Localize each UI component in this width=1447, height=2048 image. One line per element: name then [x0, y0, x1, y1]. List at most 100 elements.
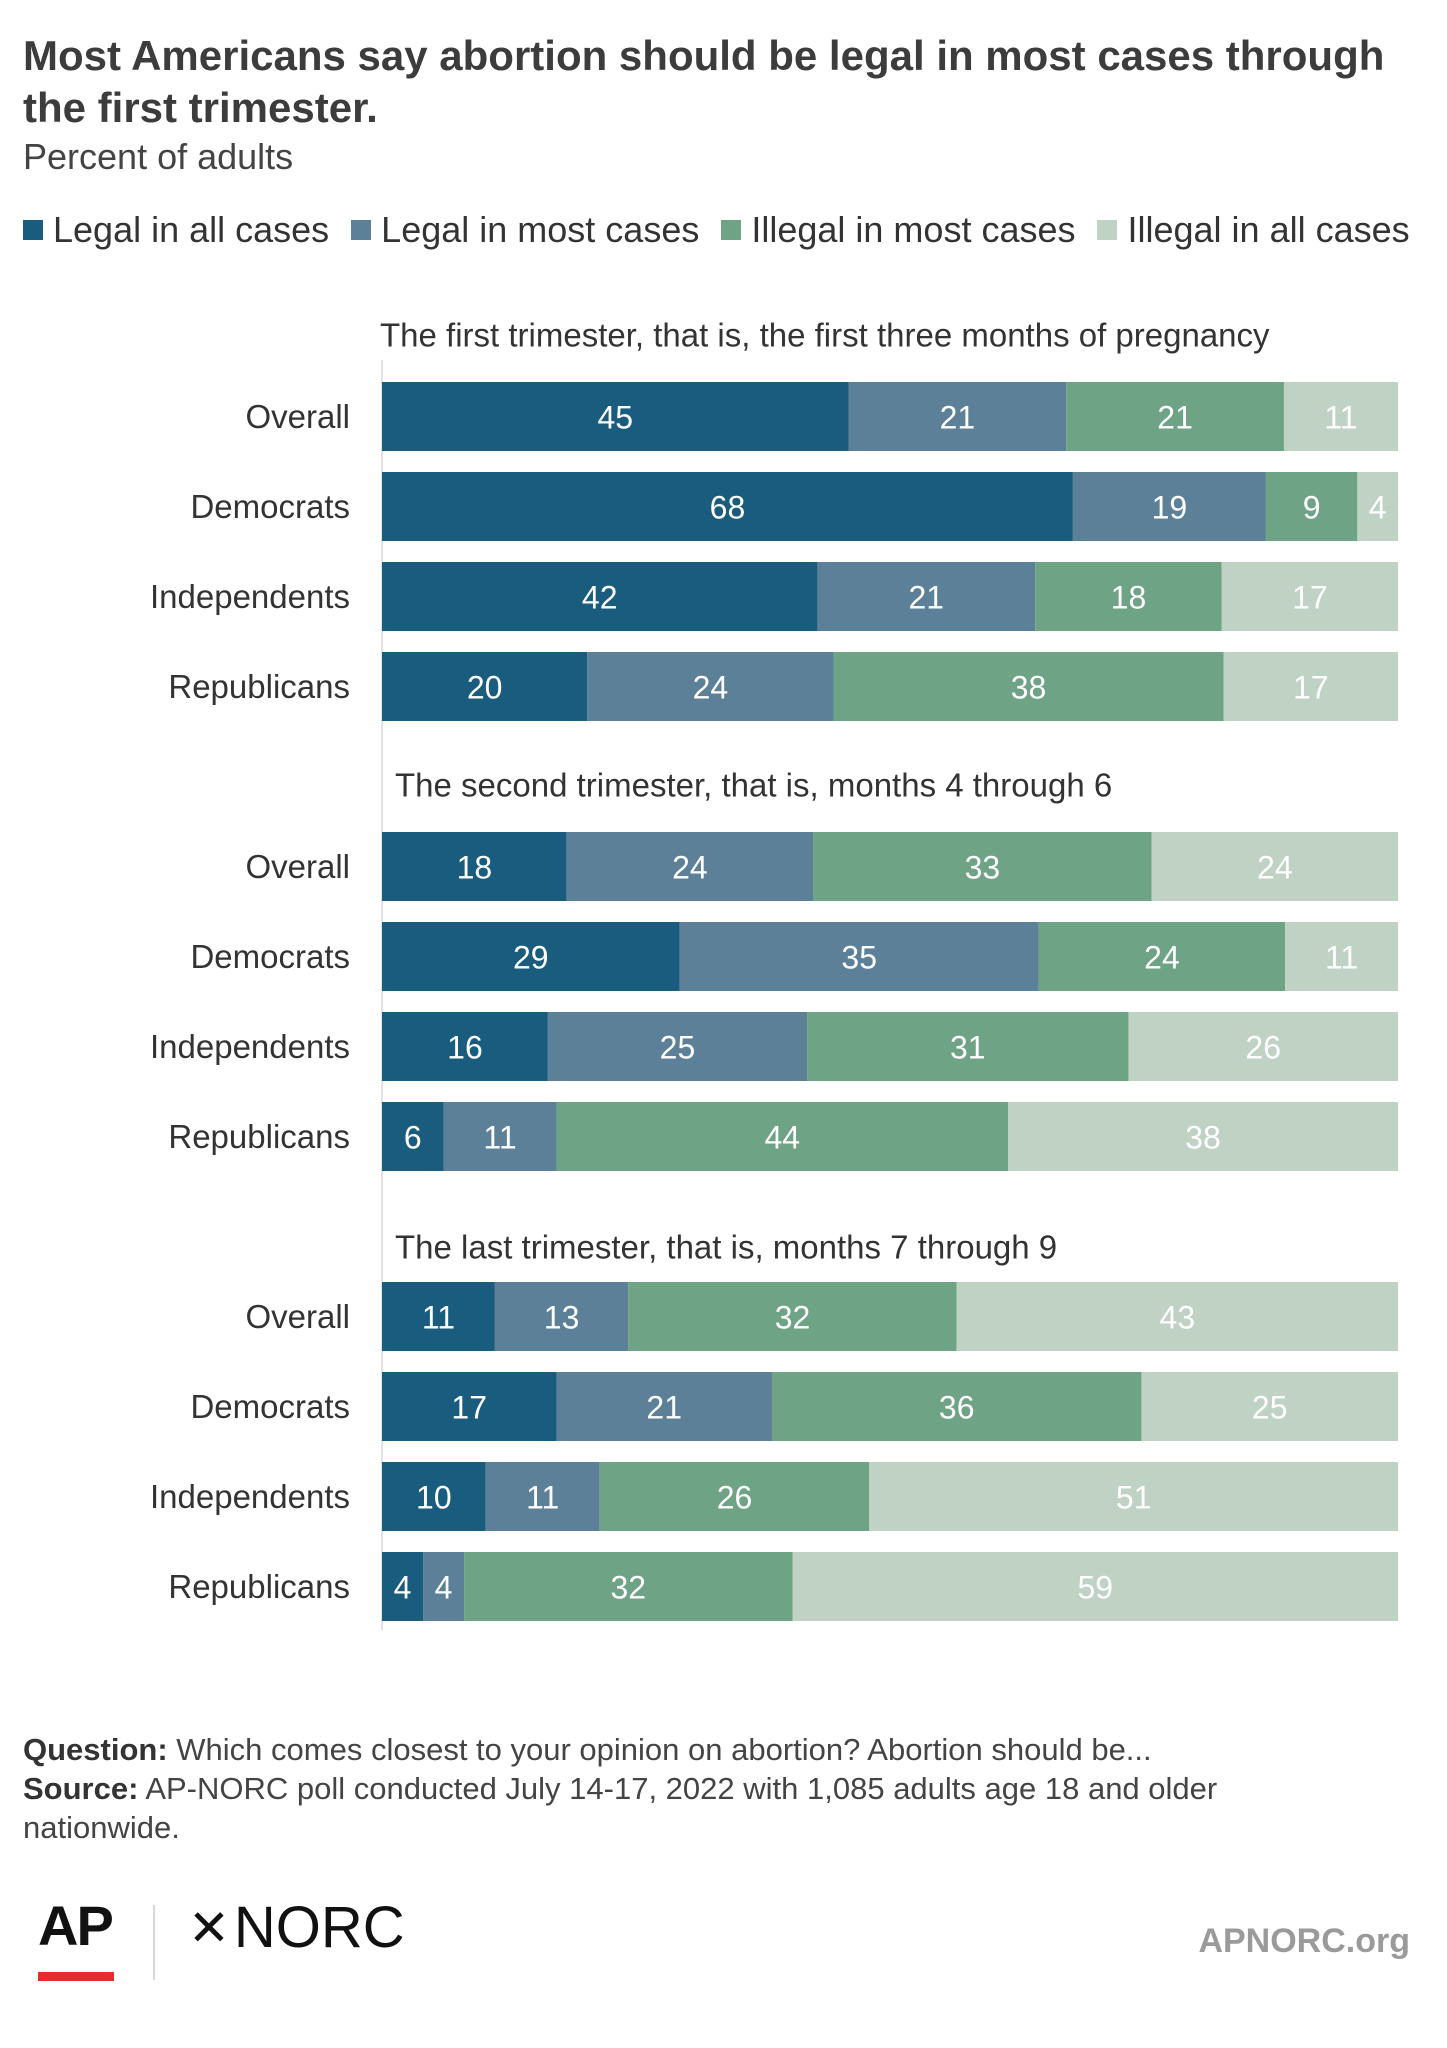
bar-value-label: 26 [1245, 1030, 1281, 1066]
bar-segment [1221, 562, 1398, 631]
bar-segment [547, 1012, 808, 1081]
asterisk-icon: ✕ [188, 1900, 230, 1956]
logo-divider [153, 1905, 155, 1980]
legend-item-illegal-most: Illegal in most cases [721, 209, 1075, 251]
bar-segment [848, 382, 1067, 451]
bar-value-label: 11 [526, 1480, 559, 1516]
bar-value-label: 21 [940, 400, 976, 436]
footer-notes: Question: Which comes closest to your op… [23, 1730, 1323, 1847]
group-title: The first trimester, that is, the first … [380, 317, 1270, 354]
bar-value-label: 38 [1011, 670, 1047, 706]
row-label: Independents [150, 1028, 350, 1065]
legend-swatch [721, 220, 742, 240]
ap-logo-text: AP [38, 1894, 114, 1957]
bar-value-label: 11 [1325, 940, 1358, 976]
source-text: AP-NORC poll conducted July 14-17, 2022 … [23, 1771, 1218, 1845]
bar-segment [869, 1462, 1398, 1531]
bar-segment [1265, 472, 1358, 541]
bar-segment [382, 1462, 486, 1531]
bar-segment [1066, 382, 1284, 451]
bar-value-label: 18 [457, 850, 493, 886]
bar-segment [382, 382, 849, 451]
bar-value-label: 33 [965, 850, 1001, 886]
bar-value-label: 17 [1292, 580, 1328, 616]
row-label: Independents [150, 578, 350, 615]
bar-segment [599, 1462, 870, 1531]
legend-label: Illegal in most cases [751, 209, 1076, 250]
ap-logo: AP [38, 1895, 116, 1981]
bar-value-label: 21 [1157, 400, 1193, 436]
source-label: Source: [23, 1771, 139, 1806]
bar-segment [1285, 922, 1398, 991]
bar-value-label: 4 [394, 1570, 412, 1606]
bar-value-label: 29 [513, 940, 549, 976]
bar-segment [382, 922, 680, 991]
bar-segment [464, 1552, 793, 1621]
bar-value-label: 4 [1369, 490, 1387, 526]
bar-segment [443, 1102, 557, 1171]
bar-value-label: 42 [582, 580, 618, 616]
bar-segment [1038, 922, 1286, 991]
bar-value-label: 25 [1252, 1390, 1288, 1426]
legend-label: Illegal in all cases [1127, 209, 1410, 250]
bar-value-label: 59 [1077, 1570, 1113, 1606]
row-label: Democrats [190, 488, 350, 525]
bar-value-label: 10 [416, 1480, 452, 1516]
group-title: The second trimester, that is, months 4 … [395, 767, 1112, 804]
bar-value-label: 11 [1324, 400, 1357, 436]
bar-segment [679, 922, 1039, 991]
row-label: Overall [245, 398, 350, 435]
bar-value-label: 9 [1303, 490, 1321, 526]
legend-swatch [351, 220, 372, 240]
bar-segment [1128, 1012, 1398, 1081]
legend-item-illegal-all: Illegal in all cases [1097, 209, 1410, 251]
bar-segment [1141, 1372, 1398, 1441]
bar-value-label: 43 [1160, 1300, 1196, 1336]
legend-label: Legal in most cases [381, 209, 700, 250]
bar-value-label: 38 [1185, 1120, 1221, 1156]
legend-item-legal-all: Legal in all cases [23, 209, 329, 251]
norc-logo: ✕ NORC [188, 1895, 405, 1961]
row-label: Republicans [168, 1568, 350, 1605]
bar-segment [833, 652, 1224, 721]
bar-segment [1357, 472, 1398, 541]
site-link[interactable]: APNORC.org [1198, 1922, 1410, 1960]
bar-segment [382, 652, 588, 721]
bar-value-label: 17 [1293, 670, 1329, 706]
bar-segment [382, 1552, 424, 1621]
bar-value-label: 24 [1144, 940, 1180, 976]
source-note: Source: AP-NORC poll conducted July 14-1… [23, 1769, 1323, 1847]
bar-value-label: 21 [908, 580, 944, 616]
row-label: Democrats [190, 938, 350, 975]
bar-value-label: 20 [467, 670, 503, 706]
chart-subtitle: Percent of adults [23, 136, 294, 177]
bar-value-label: 32 [611, 1570, 647, 1606]
bar-segment [485, 1462, 600, 1531]
question-text: Which comes closest to your opinion on a… [176, 1732, 1152, 1767]
bar-segment [1035, 562, 1222, 631]
row-label: Overall [245, 848, 350, 885]
chart-title: Most Americans say abortion should be le… [23, 32, 1385, 131]
row-label: Overall [245, 1298, 350, 1335]
group-title: The last trimester, that is, months 7 th… [395, 1229, 1057, 1266]
bar-value-label: 36 [939, 1390, 975, 1426]
bar-value-label: 35 [841, 940, 877, 976]
bar-segment [423, 1552, 465, 1621]
bar-segment [628, 1282, 957, 1351]
bar-segment [382, 472, 1073, 541]
row-label: Democrats [190, 1388, 350, 1425]
bar-value-label: 32 [775, 1300, 811, 1336]
bar-value-label: 18 [1111, 580, 1147, 616]
bar-segment [556, 1372, 772, 1441]
bar-segment [382, 1372, 557, 1441]
bar-segment [587, 652, 834, 721]
row-label: Republicans [168, 668, 350, 705]
legend: Legal in all cases Legal in most cases I… [23, 208, 1432, 252]
question-note: Question: Which comes closest to your op… [23, 1730, 1323, 1769]
bar-value-label: 44 [764, 1120, 800, 1156]
question-label: Question: [23, 1732, 168, 1767]
bar-value-label: 26 [717, 1480, 753, 1516]
bar-value-label: 24 [693, 670, 729, 706]
bar-segment [494, 1282, 629, 1351]
bar-segment [382, 832, 567, 901]
